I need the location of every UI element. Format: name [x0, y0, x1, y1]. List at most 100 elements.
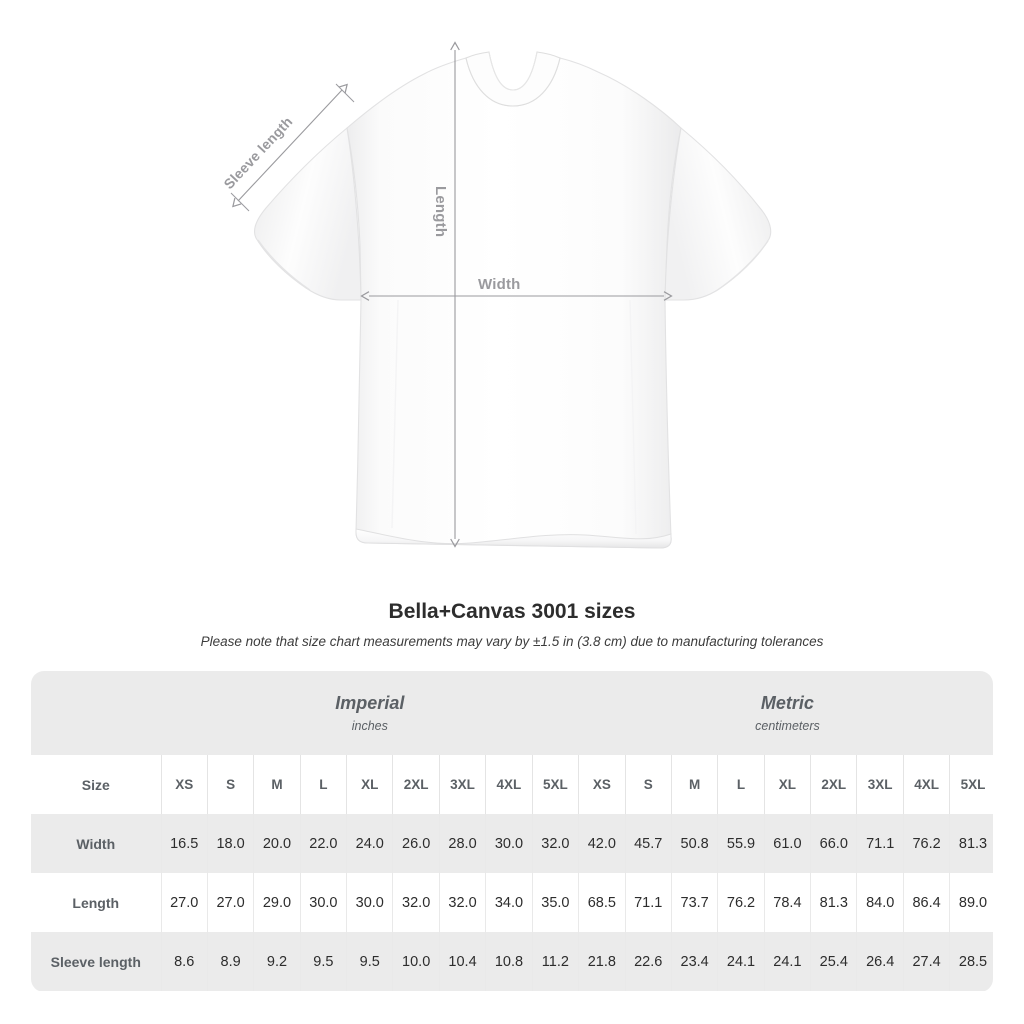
size-column-header: 3XL: [438, 755, 487, 814]
unit-cell-metric: Metric centimeters: [578, 671, 993, 755]
measurement-cell-imperial: 9.5: [299, 932, 348, 991]
measurement-cell-imperial: 32.0: [392, 873, 440, 932]
size-column-header: S: [624, 755, 672, 814]
size-column-header: L: [717, 755, 765, 814]
measurement-cell-metric: 27.4: [902, 932, 951, 991]
measurement-cell-metric: 71.1: [624, 873, 672, 932]
shirt-sleeve-right: [664, 126, 772, 301]
measurement-cell-metric: 23.4: [670, 932, 719, 991]
sleeve-length-arrow: [232, 83, 348, 208]
size-column-header: 2XL: [810, 755, 858, 814]
unit-sub-imperial: inches: [351, 718, 388, 733]
table-row: Sleeve length 8.6 8.9 9.2 9.5 9.5 10.0 10.4 10.8…: [31, 932, 993, 991]
measurement-cell-metric: 26.4: [856, 932, 904, 991]
measurement-cell-metric: 42.0: [578, 814, 626, 873]
measurement-cell-metric: 76.2: [717, 873, 765, 932]
size-column-header: S: [206, 755, 255, 814]
measurement-cell-imperial: 26.0: [392, 814, 440, 873]
size-column-header: 2XL: [392, 755, 440, 814]
measurement-cell-imperial: 10.4: [438, 932, 487, 991]
measurement-cell-imperial: 27.0: [206, 873, 255, 932]
width-dimension-label: Width: [478, 276, 521, 293]
title-block: Bella+Canvas 3001 sizes Please note that…: [0, 598, 1024, 651]
measurement-cell-imperial: 24.0: [346, 814, 394, 873]
page-title: Bella+Canvas 3001 sizes: [388, 600, 636, 623]
measurement-cell-metric: 24.1: [763, 932, 812, 991]
measurement-cell-metric: 66.0: [810, 814, 858, 873]
measurement-cell-metric: 71.1: [856, 814, 904, 873]
tshirt-diagram: Width Length Sleeve length: [220, 41, 772, 549]
measurement-cell-metric: 28.5: [949, 932, 993, 991]
unit-name-imperial: Imperial: [335, 692, 405, 713]
size-chart-table-container: Imperial inches Metric centimeters Size X…: [31, 671, 993, 992]
size-column-header: 4XL: [902, 755, 951, 814]
measurement-cell-imperial: 28.0: [438, 814, 487, 873]
tolerance-note: Please note that size chart measurements…: [200, 634, 824, 649]
tshirt-illustration: [230, 41, 772, 549]
measurement-cell-metric: 73.7: [670, 873, 719, 932]
size-column-header: XS: [160, 755, 208, 814]
measurement-cell-metric: 24.1: [717, 932, 765, 991]
size-column-header: M: [670, 755, 719, 814]
measurement-cell-metric: 61.0: [763, 814, 812, 873]
size-column-header: M: [253, 755, 301, 814]
length-dimension-label: Length: [432, 186, 449, 238]
measurement-cell-imperial: 8.6: [160, 932, 208, 991]
size-column-header: XL: [763, 755, 812, 814]
table-row: Width 16.5 18.0 20.0 22.0 24.0 26.0 28.0 30.0 32.…: [31, 814, 993, 873]
measurement-cell-metric: 81.3: [810, 873, 858, 932]
measurement-cell-imperial: 11.2: [531, 932, 580, 991]
measurement-cell-imperial: 9.2: [253, 932, 301, 991]
measurement-cell-metric: 86.4: [902, 873, 951, 932]
shirt-body: [346, 57, 682, 549]
measurement-cell-imperial: 18.0: [206, 814, 255, 873]
measurement-cell-metric: 45.7: [624, 814, 672, 873]
measurement-cell-imperial: 29.0: [253, 873, 301, 932]
size-header-row: Size XS S M L XL 2XL 3XL 4XL 5XL XS S M L XL 2XL 3XL 4XL 5…: [31, 755, 993, 814]
size-column-header: 5XL: [949, 755, 993, 814]
measurement-cell-metric: 25.4: [810, 932, 858, 991]
measurement-cell-metric: 22.6: [624, 932, 672, 991]
measurement-cell-metric: 55.9: [717, 814, 765, 873]
size-chart-table: Imperial inches Metric centimeters Size X…: [31, 671, 993, 991]
unit-system-band: Imperial inches Metric centimeters: [31, 671, 993, 755]
measurement-cell-imperial: 34.0: [485, 873, 533, 932]
measurement-cell-metric: 78.4: [763, 873, 812, 932]
measurement-cell-imperial: 8.9: [206, 932, 255, 991]
row-label: Sleeve length: [31, 932, 162, 991]
collar-inner-line: [488, 51, 538, 91]
size-column-header: XL: [346, 755, 394, 814]
sleeve-tick-bottom: [230, 192, 250, 212]
sleeve-left-hem: [257, 239, 311, 291]
measurement-cell-metric: 68.5: [578, 873, 626, 932]
shirt-sleeve-left: [253, 126, 362, 301]
measurement-cell-imperial: 30.0: [485, 814, 533, 873]
size-column-header: 5XL: [531, 755, 580, 814]
unit-name-metric: Metric: [760, 692, 814, 713]
size-column-header: XS: [578, 755, 626, 814]
size-column-header: 4XL: [485, 755, 533, 814]
measurement-cell-imperial: 35.0: [531, 873, 580, 932]
measurement-cell-imperial: 32.0: [438, 873, 487, 932]
measurement-cell-metric: 81.3: [949, 814, 993, 873]
size-column-header: L: [299, 755, 348, 814]
measurement-cell-imperial: 10.8: [485, 932, 533, 991]
table-row: Length 27.0 27.0 29.0 30.0 30.0 32.0 32.0 34.0 35…: [31, 873, 993, 932]
measurement-cell-imperial: 27.0: [160, 873, 208, 932]
unit-sub-metric: centimeters: [755, 718, 820, 733]
measurement-cell-metric: 21.8: [578, 932, 626, 991]
measurement-cell-imperial: 30.0: [299, 873, 348, 932]
fold-line-right: [629, 299, 637, 535]
measurement-cell-imperial: 10.0: [392, 932, 440, 991]
measurement-cell-metric: 50.8: [670, 814, 719, 873]
row-label: Length: [31, 873, 162, 932]
measurement-cell-metric: 76.2: [902, 814, 951, 873]
row-label: Width: [31, 814, 162, 873]
size-column-header: 3XL: [856, 755, 904, 814]
measurement-cell-imperial: 32.0: [531, 814, 580, 873]
unit-cell-imperial: Imperial inches: [161, 671, 579, 755]
measurement-cell-metric: 84.0: [856, 873, 904, 932]
sleeve-right-hem: [715, 240, 769, 292]
measurement-cell-imperial: 22.0: [299, 814, 348, 873]
